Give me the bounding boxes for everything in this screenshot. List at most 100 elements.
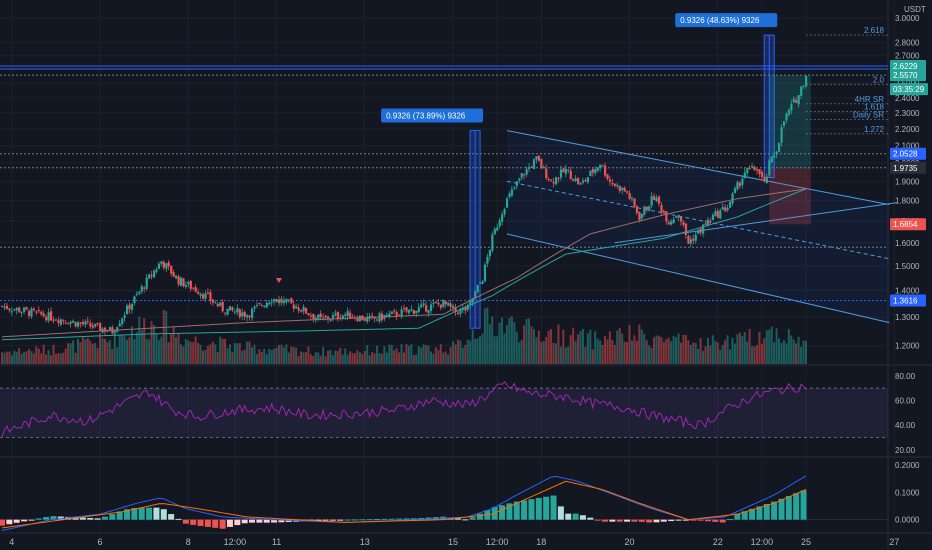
macd-histogram-bar <box>785 496 792 520</box>
volume-bar <box>584 346 587 364</box>
candle-body <box>81 322 85 325</box>
volume-bar <box>5 351 8 364</box>
macd-histogram-bar <box>43 517 50 520</box>
candle-body <box>562 168 565 173</box>
candle-body <box>738 182 742 186</box>
x-tick-label: 6 <box>98 537 103 547</box>
volume-bar <box>449 347 452 364</box>
macd-histogram-bar <box>182 519 189 524</box>
volume-bar <box>118 334 121 364</box>
volume-bar <box>498 322 501 364</box>
candle-body <box>175 275 178 279</box>
macd-histogram-bar <box>374 519 381 521</box>
volume-bar <box>204 349 207 364</box>
volume-bar <box>405 344 408 364</box>
volume-bar <box>165 311 168 364</box>
price-tag <box>890 218 926 231</box>
macd-pane[interactable] <box>0 475 888 532</box>
candle-body <box>393 310 396 312</box>
candle-body <box>515 181 518 186</box>
volume-bar <box>704 346 707 364</box>
price-pane[interactable]: 0.9326 (73.89%) 9326 0.9326 (48.63%) 9326… <box>0 13 897 364</box>
candle-body <box>410 309 413 311</box>
candle-body <box>780 127 783 143</box>
candle-body <box>753 167 756 170</box>
volume-bar <box>564 347 567 364</box>
candle-body <box>160 261 163 264</box>
candle-body <box>557 178 560 180</box>
macd-histogram-bar <box>6 519 13 525</box>
macd-histogram-bar <box>322 519 329 521</box>
volume-bar <box>616 330 619 364</box>
candle-body <box>687 236 690 244</box>
candle-body <box>476 284 479 293</box>
candle-body <box>729 201 732 208</box>
candle-body <box>37 310 40 312</box>
candle-body <box>550 179 553 181</box>
candle-body <box>400 309 403 317</box>
candle-body <box>505 198 509 208</box>
volume-bar <box>243 349 246 364</box>
macd-histogram-bar <box>160 509 167 520</box>
candle-body <box>530 166 533 168</box>
volume-bar <box>805 340 807 364</box>
candle-body <box>802 85 805 87</box>
candle-body <box>309 315 313 317</box>
volume-bar <box>491 316 494 364</box>
candle-body <box>322 317 325 319</box>
volume-bar <box>108 340 111 364</box>
macd-histogram-bar <box>271 519 278 523</box>
macd-histogram-bar <box>131 508 138 520</box>
volume-bar <box>172 326 175 364</box>
rsi-pane[interactable] <box>0 380 888 438</box>
candle-body <box>270 302 273 304</box>
volume-bar <box>417 346 420 364</box>
macd-histogram-bar <box>403 518 410 520</box>
volume-bar <box>322 346 325 364</box>
volume-bar <box>13 350 16 364</box>
channel-bottom-line <box>506 233 890 324</box>
volume-bar <box>393 350 396 364</box>
volume-bar <box>535 337 538 364</box>
candle-body <box>518 178 521 181</box>
price-tag-label: 2.6229 <box>893 62 918 71</box>
macd-histogram-bar <box>101 516 108 520</box>
candle-body <box>572 179 575 181</box>
candle-body <box>633 198 636 207</box>
volume-bar <box>697 348 700 364</box>
moving-average-line <box>1 188 807 341</box>
candle-body <box>103 327 107 332</box>
candle-body <box>123 315 126 319</box>
candle-body <box>273 299 276 302</box>
volume-bar <box>126 339 129 364</box>
candle-body <box>255 304 259 306</box>
macd-histogram-bar <box>153 507 160 520</box>
price-tag <box>890 60 926 73</box>
candle-body <box>113 331 116 333</box>
candle-body <box>694 234 697 241</box>
y-tick-label: 1.4000 <box>895 287 920 296</box>
macd-histogram-bar <box>565 513 572 520</box>
candle-body <box>206 292 210 294</box>
macd-histogram-bar <box>204 519 211 527</box>
candle-body <box>228 306 232 311</box>
volume-bar <box>192 342 195 364</box>
candle-body <box>672 219 675 223</box>
volume-bar <box>231 351 234 364</box>
candle-body <box>138 291 141 294</box>
volume-bar <box>648 345 651 364</box>
candle-body <box>52 319 55 321</box>
volume-bar <box>353 353 356 364</box>
candle-body <box>525 169 528 175</box>
candle-body <box>371 315 374 317</box>
macd-histogram-bar <box>624 519 631 522</box>
volume-bar <box>741 335 744 364</box>
candle-body <box>586 177 590 183</box>
candle-body <box>606 174 609 179</box>
volume-bar <box>96 347 99 364</box>
volume-bar <box>378 352 381 364</box>
price-tag <box>890 69 926 82</box>
candle-body <box>520 173 523 178</box>
